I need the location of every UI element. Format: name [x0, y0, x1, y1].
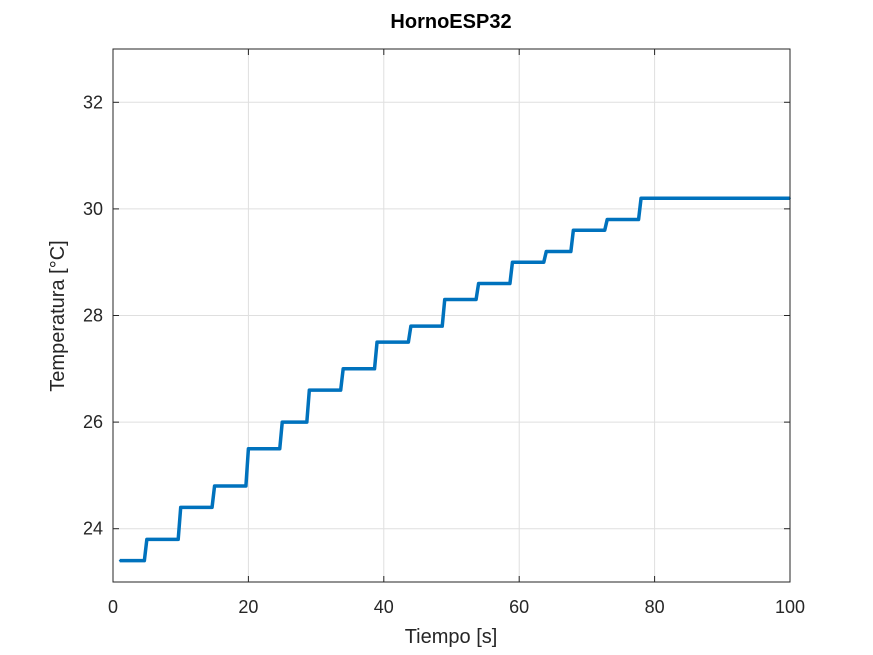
data-point [308, 389, 311, 392]
data-point [511, 261, 514, 264]
data-point [545, 250, 548, 253]
data-point [606, 218, 609, 221]
data-point [118, 559, 121, 562]
series-line [119, 196, 790, 563]
data-point [376, 341, 378, 344]
y-tick-label: 24 [83, 519, 103, 539]
data-point [247, 447, 250, 450]
x-tick-label: 0 [108, 597, 118, 617]
y-tick-label: 26 [83, 412, 103, 432]
y-tick-label: 30 [83, 199, 103, 219]
data-point [179, 506, 182, 509]
plot-frame [112, 48, 791, 583]
x-tick-label: 60 [509, 597, 529, 617]
x-axis-label: Tiempo [s] [405, 626, 498, 648]
data-point [281, 421, 284, 423]
data-point [477, 282, 480, 285]
x-tick-label: 80 [645, 597, 665, 617]
y-axis-label: Temperatura [°C] [47, 240, 69, 391]
data-point [443, 298, 446, 301]
data-point [213, 485, 216, 487]
y-tick-label: 32 [83, 92, 103, 112]
data-point [572, 229, 575, 232]
x-tick-label: 40 [374, 597, 394, 617]
grid-lines [112, 49, 791, 582]
data-point [145, 538, 148, 541]
data-point [342, 367, 345, 370]
y-tick-label: 28 [83, 306, 103, 326]
data-point [409, 325, 412, 328]
x-tick-label: 100 [775, 597, 805, 617]
x-tick-labels: 0 20 40 60 80 100 [108, 597, 805, 617]
data-point [640, 197, 642, 200]
series-layer [118, 196, 791, 563]
chart-title: HornoESP32 [390, 11, 511, 33]
y-tick-labels: 24 26 28 30 32 [83, 92, 103, 538]
x-tick-label: 20 [238, 597, 258, 617]
